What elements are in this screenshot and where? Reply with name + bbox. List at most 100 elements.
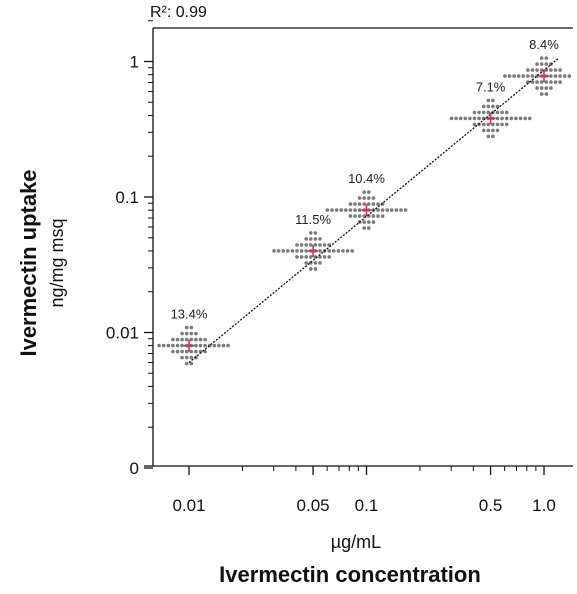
data-point xyxy=(486,122,491,127)
data-point xyxy=(353,202,357,206)
data-point xyxy=(385,208,390,212)
data-point xyxy=(539,80,544,84)
data-point xyxy=(394,208,399,212)
data-point xyxy=(481,104,486,109)
data-point xyxy=(371,214,376,218)
cv-labels: 13.4% 11.5% 10.4% 7.1% 8.4% xyxy=(171,37,560,322)
data-point xyxy=(526,68,530,72)
data-point xyxy=(330,208,334,212)
data-point xyxy=(376,214,380,218)
data-point xyxy=(367,202,371,206)
data-point xyxy=(348,214,353,218)
data-point xyxy=(535,80,539,84)
data-point xyxy=(281,249,286,253)
data-point xyxy=(203,343,207,348)
data-point xyxy=(491,98,495,103)
x-tick-label: 0.01 xyxy=(172,496,205,515)
data-point xyxy=(171,349,175,354)
data-point xyxy=(327,255,332,259)
data-point xyxy=(558,74,562,78)
data-point xyxy=(362,196,367,200)
fit-line-group xyxy=(188,58,559,364)
data-point xyxy=(553,74,558,78)
data-point xyxy=(544,62,549,66)
data-point xyxy=(477,116,481,121)
y-tick-label: 1 xyxy=(130,53,139,72)
data-point xyxy=(362,226,367,230)
data-point xyxy=(184,361,189,366)
data-point xyxy=(345,249,350,253)
data-point xyxy=(367,226,371,230)
data-point xyxy=(357,208,362,212)
cv-label: 13.4% xyxy=(171,307,208,322)
data-point xyxy=(553,80,558,84)
y-axis-unit: ng/mg msq xyxy=(47,218,67,307)
mean-markers xyxy=(184,70,549,352)
data-point xyxy=(504,110,509,115)
x-tick-label: 0.1 xyxy=(355,496,379,515)
data-point xyxy=(567,74,572,78)
data-point xyxy=(171,343,175,348)
data-point xyxy=(553,68,558,72)
data-point xyxy=(500,110,504,115)
data-point xyxy=(518,116,523,121)
data-point xyxy=(304,255,309,259)
data-point xyxy=(468,116,472,121)
data-point xyxy=(157,343,161,348)
data-point xyxy=(189,361,194,366)
data-point xyxy=(299,255,304,259)
data-point xyxy=(313,261,318,265)
data-point xyxy=(334,208,339,212)
data-point xyxy=(549,68,553,72)
data-point xyxy=(357,202,362,206)
data-point xyxy=(539,56,544,60)
data-point xyxy=(325,208,330,212)
data-point xyxy=(313,231,318,235)
data-point xyxy=(194,331,198,336)
data-point xyxy=(530,80,535,84)
data-point xyxy=(495,110,500,115)
data-point xyxy=(171,337,175,342)
data-point xyxy=(535,86,539,90)
data-point xyxy=(295,255,299,259)
data-point xyxy=(521,74,526,78)
data-point xyxy=(198,343,203,348)
data-point xyxy=(180,355,184,360)
data-point xyxy=(539,68,544,72)
data-point xyxy=(318,237,322,241)
data-point xyxy=(371,202,376,206)
data-point xyxy=(339,208,344,212)
data-point xyxy=(180,337,184,342)
data-point xyxy=(309,237,313,241)
data-point xyxy=(530,68,535,72)
data-point xyxy=(509,116,514,121)
data-point xyxy=(189,349,194,354)
data-point xyxy=(544,86,549,90)
data-point xyxy=(481,122,486,127)
data-point xyxy=(276,249,281,253)
data-point xyxy=(527,116,532,121)
data-point xyxy=(491,134,495,139)
data-point xyxy=(535,62,539,66)
data-point xyxy=(562,74,567,78)
data-point xyxy=(503,74,507,78)
data-point xyxy=(500,116,504,121)
data-point xyxy=(194,349,198,354)
data-point xyxy=(299,243,304,247)
data-point xyxy=(491,104,495,109)
data-point xyxy=(304,243,309,247)
data-point xyxy=(376,208,380,212)
data-point xyxy=(350,249,355,253)
data-point xyxy=(313,267,318,271)
data-point xyxy=(189,355,194,360)
data-point xyxy=(526,74,530,78)
data-point xyxy=(318,261,322,265)
data-point xyxy=(367,220,371,224)
data-point xyxy=(221,343,226,348)
data-point xyxy=(530,74,535,78)
y-axis-title: Ivermectin uptake xyxy=(16,169,41,356)
data-point xyxy=(198,337,203,342)
data-point xyxy=(544,92,549,96)
data-point xyxy=(535,68,539,72)
cv-label: 10.4% xyxy=(348,171,385,186)
